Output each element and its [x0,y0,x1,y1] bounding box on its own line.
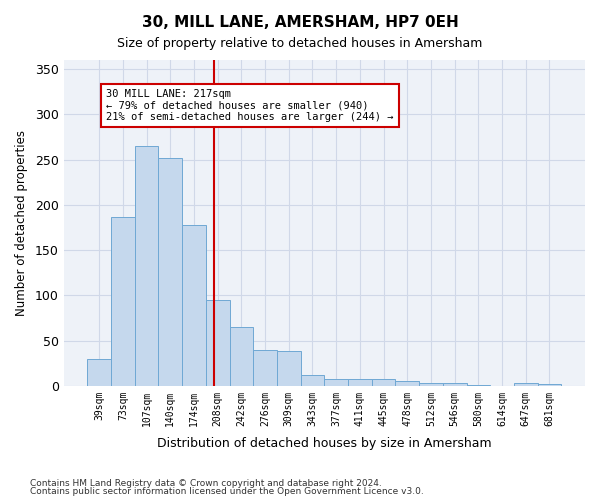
Bar [538,384,562,386]
Bar [206,300,230,386]
Bar [230,327,253,386]
Text: Contains public sector information licensed under the Open Government Licence v3: Contains public sector information licen… [30,487,424,496]
Bar [135,146,158,386]
Bar [348,378,372,386]
Y-axis label: Number of detached properties: Number of detached properties [15,130,28,316]
Bar [372,380,395,386]
Bar [88,358,111,386]
Text: 30, MILL LANE, AMERSHAM, HP7 0EH: 30, MILL LANE, AMERSHAM, HP7 0EH [142,15,458,30]
Bar [253,350,277,386]
Bar [467,385,490,386]
Text: 30 MILL LANE: 217sqm
← 79% of detached houses are smaller (940)
21% of semi-deta: 30 MILL LANE: 217sqm ← 79% of detached h… [106,89,394,122]
Text: Contains HM Land Registry data © Crown copyright and database right 2024.: Contains HM Land Registry data © Crown c… [30,478,382,488]
X-axis label: Distribution of detached houses by size in Amersham: Distribution of detached houses by size … [157,437,491,450]
Bar [158,158,182,386]
Text: Size of property relative to detached houses in Amersham: Size of property relative to detached ho… [118,38,482,51]
Bar [325,380,348,386]
Bar [111,216,135,386]
Bar [301,375,325,386]
Bar [443,383,467,386]
Bar [277,352,301,386]
Bar [419,383,443,386]
Bar [182,224,206,386]
Bar [395,382,419,386]
Bar [514,383,538,386]
